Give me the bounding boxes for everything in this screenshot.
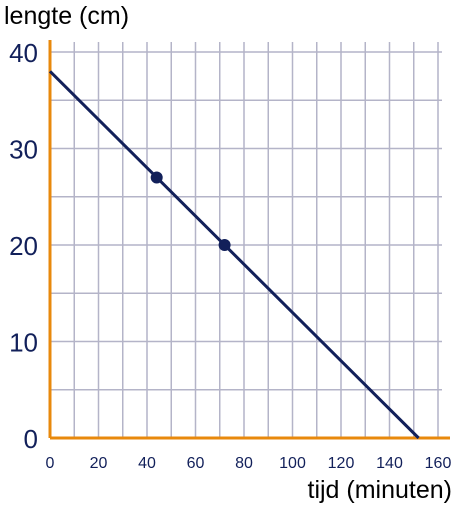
series-line	[48, 70, 420, 440]
series	[48, 70, 420, 440]
data-point	[218, 239, 231, 251]
y-axis-label: lengte (cm)	[4, 2, 130, 30]
y-tick-label: 30	[9, 135, 38, 165]
y-tick-label: 0	[24, 424, 38, 454]
x-tick-label: 100	[279, 455, 306, 472]
x-tick-label: 60	[187, 455, 205, 472]
x-tick-label: 80	[235, 455, 253, 472]
x-tick-label: 0	[46, 455, 55, 472]
grid	[50, 42, 442, 438]
x-tick-label: 120	[328, 455, 355, 472]
data-point	[150, 171, 163, 184]
x-tick-label: 160	[425, 455, 452, 472]
y-tick-label: 20	[9, 231, 38, 261]
x-axis-label: tijd (minuten)	[307, 476, 453, 504]
x-tick-label: 140	[376, 455, 403, 472]
axes	[48, 40, 450, 440]
x-tick-label: 40	[138, 455, 156, 472]
data-points	[150, 171, 231, 251]
tick-labels: 0 20 40 60 80 100 120 140 160 0 10 20 30 40	[9, 38, 451, 472]
x-tick-label: 20	[90, 455, 108, 472]
y-tick-label: 40	[9, 38, 38, 68]
y-tick-label: 10	[9, 328, 38, 358]
